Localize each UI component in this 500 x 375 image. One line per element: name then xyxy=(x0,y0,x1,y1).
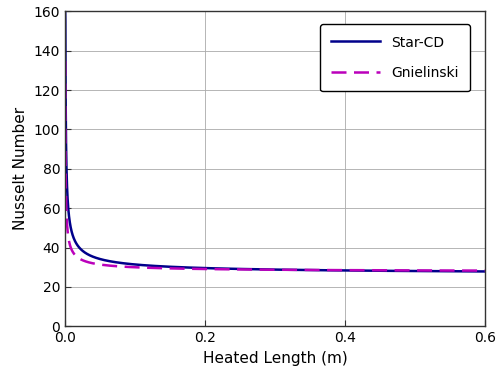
Line: Star-CD: Star-CD xyxy=(65,11,485,272)
Star-CD xyxy=(135,262,141,267)
Star-CD xyxy=(62,9,68,14)
Gnielinski xyxy=(223,267,229,272)
Gnielinski xyxy=(62,59,68,63)
Gnielinski xyxy=(482,268,488,273)
Star-CD xyxy=(110,260,116,264)
Star-CD xyxy=(223,266,229,271)
Star-CD xyxy=(474,269,480,274)
Gnielinski xyxy=(135,265,141,270)
Star-CD xyxy=(428,269,434,273)
Gnielinski xyxy=(428,268,434,273)
Star-CD xyxy=(482,269,488,274)
Y-axis label: Nusselt Number: Nusselt Number xyxy=(13,107,28,230)
Gnielinski xyxy=(474,268,480,273)
Legend: Star-CD, Gnielinski: Star-CD, Gnielinski xyxy=(320,24,470,92)
Line: Gnielinski: Gnielinski xyxy=(65,61,485,271)
X-axis label: Heated Length (m): Heated Length (m) xyxy=(202,351,348,366)
Gnielinski xyxy=(242,267,248,272)
Star-CD xyxy=(242,267,248,271)
Gnielinski xyxy=(110,264,116,268)
